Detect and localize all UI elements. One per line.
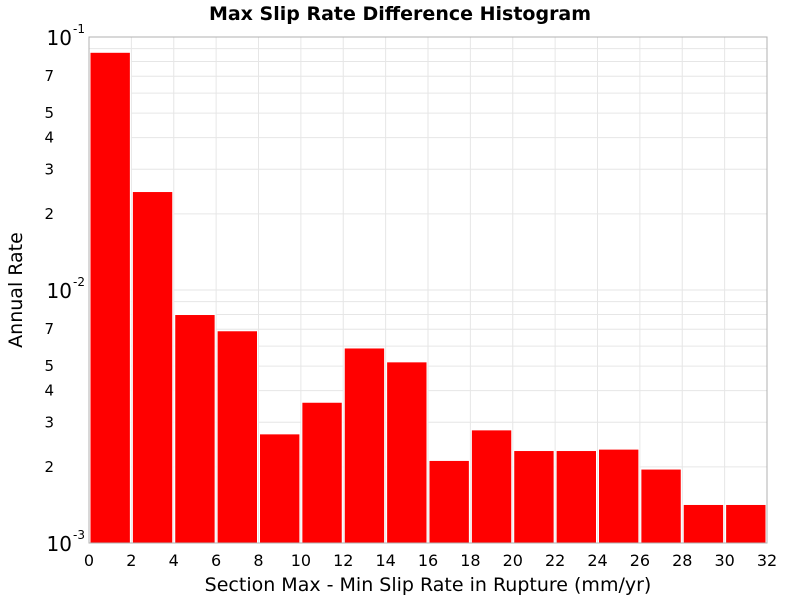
y-major-tick-exponent: -2: [73, 275, 85, 289]
bar-bin-7: [386, 361, 428, 544]
x-tick-label: 0: [84, 551, 94, 570]
x-tick-label: 22: [545, 551, 565, 570]
y-tick-label: 4: [44, 382, 54, 400]
x-tick-label: 24: [587, 551, 607, 570]
x-tick-label: 10: [291, 551, 311, 570]
y-tick-label: 2: [44, 205, 54, 223]
bar-bin-1: [131, 191, 174, 544]
x-axis-label: Section Max - Min Slip Rate in Rupture (…: [205, 574, 652, 596]
x-tick-label: 14: [375, 551, 395, 570]
y-tick-label: 5: [44, 357, 54, 375]
bar-bin-0: [89, 51, 131, 544]
y-tick-label: 7: [44, 320, 54, 338]
y-tick-label: 3: [44, 160, 54, 178]
x-tick-label: 20: [503, 551, 523, 570]
bar-bin-6: [343, 347, 386, 544]
y-tick-label: 3: [44, 413, 54, 431]
bar-bin-3: [216, 330, 258, 544]
x-tick-label: 18: [460, 551, 480, 570]
x-tick-label: 12: [333, 551, 353, 570]
y-tick-label: 7: [44, 67, 54, 85]
y-major-tick-exponent: -1: [73, 22, 85, 36]
y-tick-label: 4: [44, 129, 54, 147]
chart-title: Max Slip Rate Difference Histogram: [209, 3, 591, 25]
bar-bin-14: [682, 503, 725, 544]
x-tick-label: 30: [714, 551, 734, 570]
x-tick-label: 32: [757, 551, 777, 570]
y-major-tick-label: 10: [47, 532, 72, 556]
x-tick-label: 2: [126, 551, 136, 570]
x-tick-label: 4: [169, 551, 179, 570]
bars: [89, 51, 767, 544]
bar-bin-13: [640, 468, 682, 544]
y-major-tick-exponent: -3: [73, 528, 85, 542]
bar-bin-15: [725, 503, 767, 544]
bar-bin-11: [555, 450, 597, 544]
bar-bin-5: [301, 401, 343, 544]
x-axis-ticks: 0 2 4 6 8 10 12 14 16 18 20 22 24 26 28 30 32: [84, 551, 777, 570]
y-major-tick-label: 10: [47, 279, 72, 303]
y-major-tick-label: 10: [47, 26, 72, 50]
bar-bin-10: [513, 450, 555, 544]
bar-bin-4: [259, 433, 301, 544]
plot-area-frame: [88, 36, 768, 544]
y-tick-label: 2: [44, 458, 54, 476]
y-axis-label: Annual Rate: [5, 232, 27, 348]
bar-bin-12: [598, 448, 640, 544]
y-tick-label: 5: [44, 104, 54, 122]
bar-bin-2: [174, 314, 216, 544]
x-tick-label: 8: [253, 551, 263, 570]
x-tick-label: 16: [418, 551, 438, 570]
bar-bin-9: [470, 429, 513, 544]
x-tick-label: 26: [630, 551, 650, 570]
x-tick-label: 6: [211, 551, 221, 570]
x-tick-label: 28: [672, 551, 692, 570]
bar-bin-8: [428, 459, 470, 544]
